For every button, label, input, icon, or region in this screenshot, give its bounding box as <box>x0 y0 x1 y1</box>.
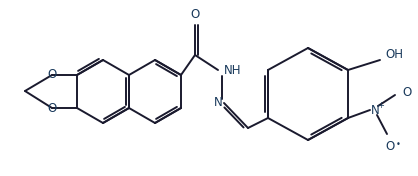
Text: O: O <box>385 140 395 153</box>
Text: NH: NH <box>224 64 242 77</box>
Text: N: N <box>214 96 223 109</box>
Text: O: O <box>47 68 56 81</box>
Text: N: N <box>371 103 380 117</box>
Text: •: • <box>395 140 400 149</box>
Text: OH: OH <box>385 49 403 61</box>
Text: O: O <box>402 86 411 99</box>
Text: O: O <box>47 102 56 115</box>
Text: O: O <box>190 8 200 21</box>
Text: +: + <box>377 100 385 109</box>
